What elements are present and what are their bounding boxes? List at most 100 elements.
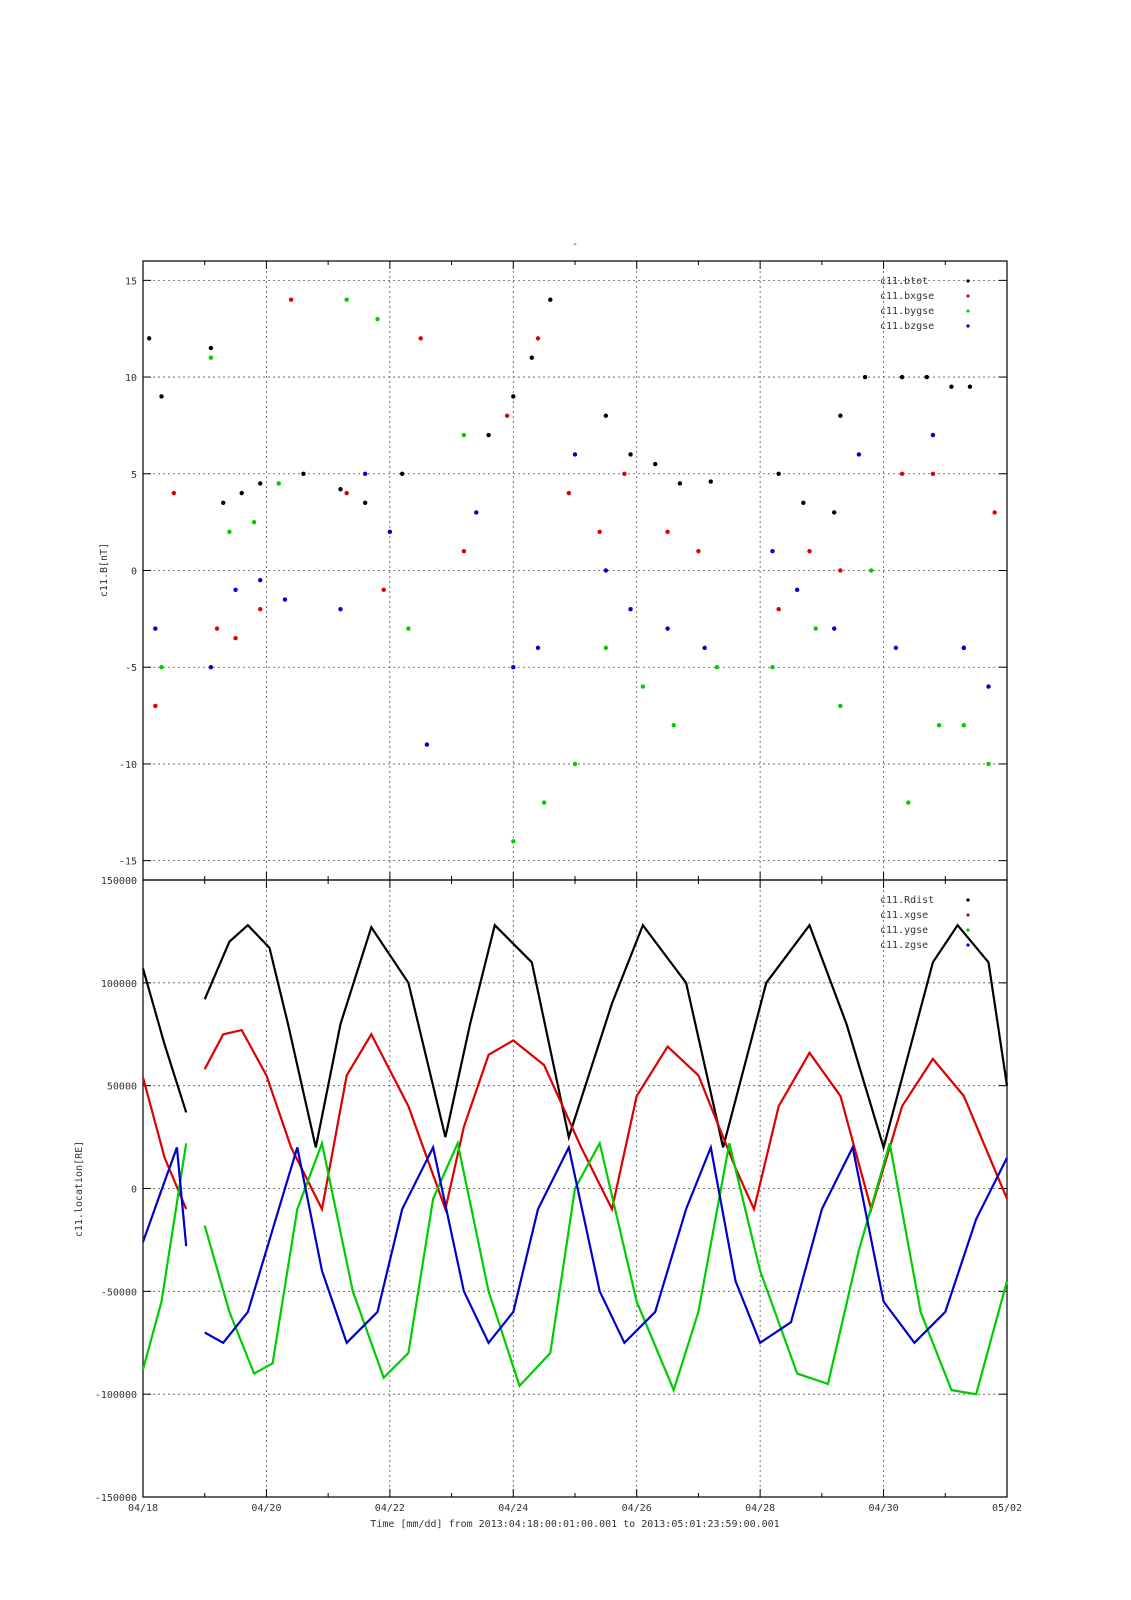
data-point (548, 297, 553, 302)
data-point (511, 839, 516, 844)
panel-magnetic-field: -15 -10 -5 0 5 10 15 c11.btot c11.bxgse c11.bygs… (99, 260, 1008, 881)
data-point (239, 490, 244, 496)
data-point (233, 636, 238, 641)
data-point (862, 374, 868, 380)
data-point (461, 548, 467, 554)
data-point (338, 487, 343, 492)
data-point (486, 432, 491, 438)
data-point (424, 742, 430, 747)
data-point (566, 490, 572, 496)
data-point (461, 432, 467, 438)
data-point (153, 626, 158, 631)
data-point (504, 413, 510, 418)
data-point (702, 645, 707, 651)
legend-entry-label: c11.Rdist (880, 895, 934, 906)
data-point (208, 345, 214, 351)
data-point (344, 297, 349, 302)
data-point (529, 355, 534, 360)
data-point (276, 481, 281, 486)
y-tick-label: 0 (131, 567, 137, 578)
data-point (208, 665, 214, 670)
data-point (930, 432, 936, 438)
data-point (838, 568, 843, 573)
panel-2-xticks: 04/18 04/20 04/22 04/24 04/26 04/28 04/30 05/02 (128, 1503, 1022, 1514)
data-point (794, 587, 800, 593)
data-point (258, 577, 263, 583)
legend-entry-label: c11.bxgse (880, 291, 934, 302)
data-point (572, 452, 578, 457)
data-point (511, 665, 516, 670)
legend-entry-label: c11.xgse (880, 910, 928, 921)
data-point (930, 471, 936, 476)
panel-2-ylabel: c11.location[RE] (74, 1141, 85, 1237)
data-point (776, 606, 781, 612)
x-tick-label: 04/18 (128, 1503, 158, 1514)
series-line-c11.xgse (203, 1028, 1009, 1214)
legend-swatch (966, 928, 970, 932)
data-point (893, 645, 899, 651)
panel-1-yticks: -15 -10 -5 0 5 10 15 (119, 276, 137, 867)
data-point (208, 355, 214, 360)
panel-1-ylabel: c11.B[nT] (99, 543, 110, 597)
x-tick-label: 05/02 (992, 1503, 1022, 1514)
legend-swatch (966, 294, 970, 298)
legend-entry-label: c11.ygse (880, 925, 928, 936)
data-point (801, 500, 806, 505)
series-line-c11.zgse (204, 1143, 1008, 1345)
series-line-c11.zgse (141, 1147, 188, 1247)
series-line-c11.ygse (141, 1143, 188, 1370)
series-c11.bxgse (153, 297, 997, 709)
x-axis-footer: Time [mm/dd] from 2013:04:18:00:01:00.00… (370, 1519, 779, 1530)
legend-entry-label: c11.bygse (880, 306, 934, 317)
data-point (696, 548, 701, 554)
panel-2-series (141, 922, 1009, 1396)
y-tick-label: -100000 (95, 1390, 137, 1401)
y-tick-label: -5 (125, 663, 137, 674)
panel-2-yticks: -150000 -100000 -50000 0 50000 100000 150000 (95, 876, 137, 1504)
data-point (628, 452, 633, 457)
data-point (832, 510, 837, 515)
y-tick-label: 10 (125, 373, 137, 384)
panel-1-series (146, 297, 997, 844)
data-point (511, 394, 516, 399)
data-point (961, 723, 966, 728)
data-point (714, 665, 720, 670)
data-point (362, 471, 368, 476)
data-point (708, 479, 713, 484)
data-point (906, 800, 911, 805)
data-point (770, 665, 775, 670)
data-point (967, 384, 973, 389)
y-tick-label: -10 (119, 760, 137, 771)
x-tick-label: 04/28 (745, 1503, 775, 1514)
y-tick-label: 15 (125, 276, 137, 287)
data-point (653, 461, 658, 467)
data-point (869, 568, 874, 573)
legend-entry-label: c11.bzgse (880, 321, 934, 332)
data-point (146, 336, 152, 341)
y-tick-label: 5 (131, 470, 137, 481)
data-point (838, 413, 843, 418)
data-point (301, 471, 306, 476)
data-point (406, 626, 411, 631)
data-point (233, 587, 238, 593)
data-point (677, 481, 683, 486)
series-line-c11.Rdist (141, 968, 188, 1113)
data-point (221, 500, 226, 505)
data-point (381, 587, 386, 593)
data-point (535, 645, 541, 651)
data-point (924, 374, 929, 380)
data-point (159, 665, 164, 670)
data-point (961, 645, 966, 651)
series-line-c11.Rdist (203, 922, 1009, 1152)
data-point (474, 510, 479, 515)
data-point (899, 471, 905, 476)
data-point (986, 684, 991, 689)
series-line-c11.ygse (203, 1139, 1009, 1396)
data-point (832, 626, 837, 631)
data-point (153, 703, 158, 709)
data-point (387, 529, 393, 535)
data-point (603, 645, 609, 651)
data-point (251, 519, 257, 525)
legend-swatch (966, 898, 970, 902)
